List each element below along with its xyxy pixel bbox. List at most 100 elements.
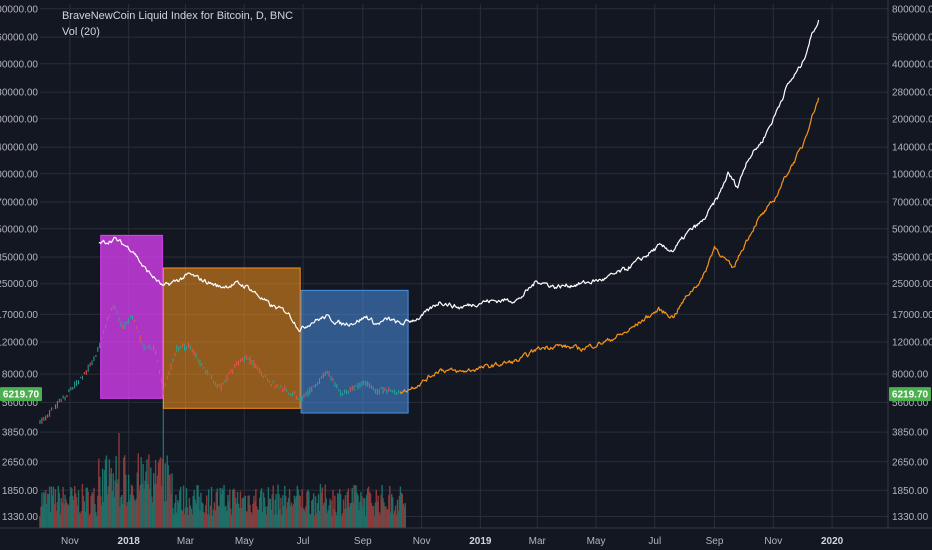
volume-bar [254,501,256,528]
y-tick-label-right: 35000.00 [892,253,932,264]
volume-bar [106,494,109,528]
volume-bar [378,512,380,528]
y-tick-label-left: 560000.00 [0,33,38,44]
volume-bar [323,502,325,528]
volume-bar [64,494,66,528]
volume-bar [59,514,61,528]
volume-bar [91,492,93,528]
volume-bar [391,494,393,528]
volume-bar [84,511,86,528]
volume-bar [205,504,207,528]
volume-bar [395,514,398,528]
volume-bar [317,494,320,528]
volume-bar [339,494,342,528]
volume-bar [380,494,382,528]
volume-bar [161,458,164,528]
volume-bar [194,499,196,528]
volume-bar [361,496,363,528]
x-tick-label: Sep [354,536,372,547]
last-price-badges: 6219.70 6219.70 [0,387,931,402]
volume-bar [303,508,305,528]
volume-bar [354,486,356,528]
volume-bar [331,515,333,528]
volume-bar [100,505,103,528]
volume-bar [248,495,250,528]
volume-bar [273,515,275,528]
volume-bar [145,471,147,528]
volume-bar [238,508,241,528]
y-tick-label-left: 1330.00 [2,512,39,523]
y-tick-label-right: 8000.00 [892,370,929,381]
volume-bar [213,502,216,528]
volume-bar [160,486,163,528]
volume-bar [163,501,166,528]
volume-bar [67,504,69,528]
volume-bar [286,502,289,528]
volume-bar [384,506,386,528]
volume-bar [56,502,59,528]
volume-bar [327,510,329,528]
x-tick-label: Nov [61,536,79,547]
volume-bar [127,474,130,528]
volume-bar [88,515,90,528]
volume-bar [316,503,319,528]
y-tick-label-left: 70000.00 [0,198,38,209]
volume-bar [261,512,264,528]
volume-bar [193,490,195,528]
volume-bar [72,495,74,528]
volume-bar [87,491,89,528]
volume-bar [47,493,49,528]
volume-bar [345,508,348,528]
volume-bar [319,484,322,528]
volume-bar [102,501,105,528]
volume-bar [383,502,385,528]
volume-bar [397,511,400,528]
volume-bar [252,503,254,528]
volume-bar [70,486,72,528]
volume-bar [129,494,132,528]
y-tick-label-right: 50000.00 [892,224,932,235]
volume-bar [275,493,277,528]
volume-bar [230,508,232,528]
volume-bar [225,505,227,528]
volume-bar [58,492,60,528]
volume-bar [272,485,274,528]
volume-bar [49,512,52,528]
volume-bar [309,513,311,528]
x-tick-label: May [587,536,606,547]
chart-legend: BraveNewCoin Liquid Index for Bitcoin, D… [62,8,293,40]
volume-bar [50,486,53,528]
volume-bar [124,455,126,528]
volume-bar [324,484,326,528]
volume-bar [151,496,153,528]
volume-bar [110,468,113,528]
volume-bar [57,486,60,528]
volume-bar [198,496,200,528]
volume-bar [304,511,306,528]
volume-bar [186,507,189,528]
volume-bar [148,454,150,528]
volume-bar [346,491,349,528]
volume-bar [312,499,314,528]
volume-bar [250,511,252,528]
volume-bar [332,489,334,528]
y-axis: 800000.00 800000.00 560000.00 560000.00 4000… [0,0,932,528]
volume-bar [310,514,312,528]
volume-bar [220,494,222,528]
y-tick-label-right: 1330.00 [892,512,929,523]
volume-bar [320,492,323,528]
volume-bar [169,474,171,528]
volume-bar [229,489,231,528]
volume-bar [117,479,119,528]
range-box-magenta [100,234,163,399]
volume-bar [362,506,364,528]
y-tick-label-left: 12000.00 [0,337,38,348]
volume-bar [206,495,208,528]
volume-bar [289,506,292,528]
volume-bar [227,494,229,528]
volume-bar [240,507,243,528]
volume-bar [185,488,188,528]
volume-bar [126,502,129,528]
volume-bar [390,512,392,528]
